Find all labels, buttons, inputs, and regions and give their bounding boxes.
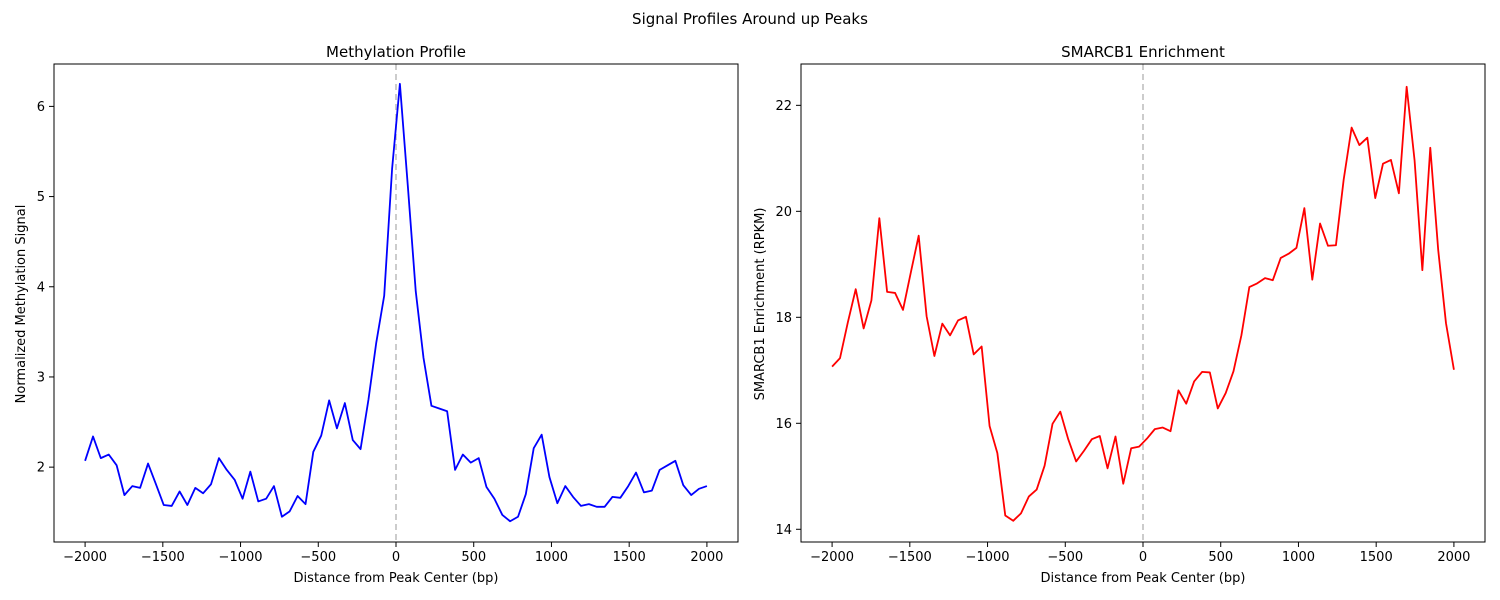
methylation-xtick-label: 500 [461,550,486,565]
smarcb1-panel: SMARCB1 Enrichment Distance from Peak Ce… [753,43,1486,586]
methylation-xtick-label: −2000 [63,550,107,565]
smarcb1-series-line [831,85,1455,522]
smarcb1-ytick-label: 16 [775,417,792,432]
methylation-title: Methylation Profile [326,43,466,61]
smarcb1-ytick-label: 22 [775,99,792,114]
smarcb1-xtick-label: 2000 [1437,550,1470,565]
methylation-ytick-label: 3 [37,370,45,385]
methylation-xlabel: Distance from Peak Center (bp) [294,571,499,586]
smarcb1-xtick-label: −500 [1047,550,1083,565]
methylation-ytick-label: 4 [37,280,45,295]
smarcb1-plot-area: −2000 −1500 −1000 −500 0 500 1000 1500 2000 14 16 1… [775,63,1486,565]
smarcb1-ytick-label: 18 [775,311,792,326]
smarcb1-xtick-label: 1500 [1360,550,1393,565]
smarcb1-ylabel: SMARCB1 Enrichment (RPKM) [753,208,768,401]
smarcb1-ytick-label: 20 [775,205,792,220]
methylation-plot-area: −2000 −1500 −1000 −500 0 500 1000 1500 2000 2 3 4 5 6 [37,63,739,565]
methylation-ytick-label: 2 [37,461,45,476]
smarcb1-xtick-label: −1000 [966,550,1010,565]
methylation-ytick-label: 6 [37,100,45,115]
smarcb1-xtick-label: −1500 [888,550,932,565]
methylation-ylabel: Normalized Methylation Signal [14,205,29,404]
methylation-xtick-label: 0 [392,550,400,565]
smarcb1-ytick-label: 14 [775,523,792,538]
methylation-xtick-label: 1000 [535,550,568,565]
methylation-xtick-label: 1500 [613,550,646,565]
smarcb1-xtick-label: 500 [1208,550,1233,565]
methylation-ytick-label: 5 [37,190,45,205]
smarcb1-xtick-label: 0 [1139,550,1147,565]
smarcb1-xtick-label: 1000 [1282,550,1315,565]
methylation-xtick-label: −1500 [141,550,185,565]
smarcb1-xtick-label: −2000 [810,550,854,565]
methylation-xtick-label: −1000 [219,550,263,565]
smarcb1-title: SMARCB1 Enrichment [1061,43,1225,61]
methylation-xtick-label: −500 [300,550,336,565]
figure-suptitle: Signal Profiles Around up Peaks [632,10,868,28]
methylation-series-line [84,82,708,523]
methylation-xtick-label: 2000 [690,550,723,565]
smarcb1-xlabel: Distance from Peak Center (bp) [1041,571,1246,586]
methylation-panel: Methylation Profile Distance from Peak C… [14,43,739,586]
